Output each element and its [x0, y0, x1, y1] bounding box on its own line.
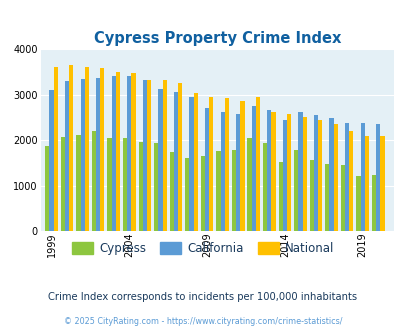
- Bar: [251, 106, 255, 231]
- Bar: [111, 76, 115, 231]
- Bar: [162, 80, 166, 231]
- Bar: [278, 162, 282, 231]
- Bar: [85, 67, 89, 231]
- Bar: [96, 78, 100, 231]
- Bar: [169, 151, 173, 231]
- Bar: [318, 120, 322, 231]
- Bar: [286, 115, 290, 231]
- Bar: [360, 123, 364, 231]
- Bar: [80, 79, 85, 231]
- Bar: [205, 108, 209, 231]
- Bar: [344, 122, 348, 231]
- Bar: [92, 131, 96, 231]
- Bar: [143, 80, 147, 231]
- Bar: [69, 65, 73, 231]
- Bar: [224, 98, 228, 231]
- Bar: [178, 83, 182, 231]
- Bar: [76, 135, 80, 231]
- Bar: [107, 138, 111, 231]
- Bar: [209, 97, 213, 231]
- Bar: [302, 117, 306, 231]
- Bar: [262, 143, 266, 231]
- Bar: [298, 112, 302, 231]
- Text: © 2025 CityRating.com - https://www.cityrating.com/crime-statistics/: © 2025 CityRating.com - https://www.city…: [64, 317, 341, 326]
- Bar: [216, 151, 220, 231]
- Bar: [49, 90, 53, 231]
- Bar: [266, 110, 271, 231]
- Bar: [65, 81, 69, 231]
- Bar: [173, 92, 178, 231]
- Bar: [313, 115, 318, 231]
- Bar: [138, 142, 143, 231]
- Bar: [348, 131, 353, 231]
- Bar: [127, 76, 131, 231]
- Bar: [189, 97, 193, 231]
- Bar: [282, 120, 286, 231]
- Bar: [123, 138, 127, 231]
- Bar: [255, 97, 260, 231]
- Bar: [271, 112, 275, 231]
- Bar: [100, 68, 104, 231]
- Bar: [340, 165, 344, 231]
- Text: Crime Index corresponds to incidents per 100,000 inhabitants: Crime Index corresponds to incidents per…: [48, 292, 357, 302]
- Bar: [220, 112, 224, 231]
- Legend: Cypress, California, National: Cypress, California, National: [67, 237, 338, 260]
- Bar: [356, 176, 360, 231]
- Bar: [158, 89, 162, 231]
- Bar: [115, 72, 120, 231]
- Bar: [329, 117, 333, 231]
- Bar: [154, 143, 158, 231]
- Bar: [53, 67, 58, 231]
- Bar: [200, 156, 205, 231]
- Bar: [379, 136, 384, 231]
- Bar: [324, 164, 329, 231]
- Bar: [231, 150, 236, 231]
- Bar: [294, 150, 298, 231]
- Bar: [333, 124, 337, 231]
- Title: Cypress Property Crime Index: Cypress Property Crime Index: [93, 31, 340, 46]
- Bar: [131, 73, 135, 231]
- Bar: [185, 158, 189, 231]
- Bar: [371, 175, 375, 231]
- Bar: [236, 114, 240, 231]
- Bar: [147, 80, 151, 231]
- Bar: [309, 160, 313, 231]
- Bar: [193, 93, 197, 231]
- Bar: [375, 124, 379, 231]
- Bar: [240, 101, 244, 231]
- Bar: [61, 137, 65, 231]
- Bar: [45, 146, 49, 231]
- Bar: [247, 138, 251, 231]
- Bar: [364, 136, 368, 231]
